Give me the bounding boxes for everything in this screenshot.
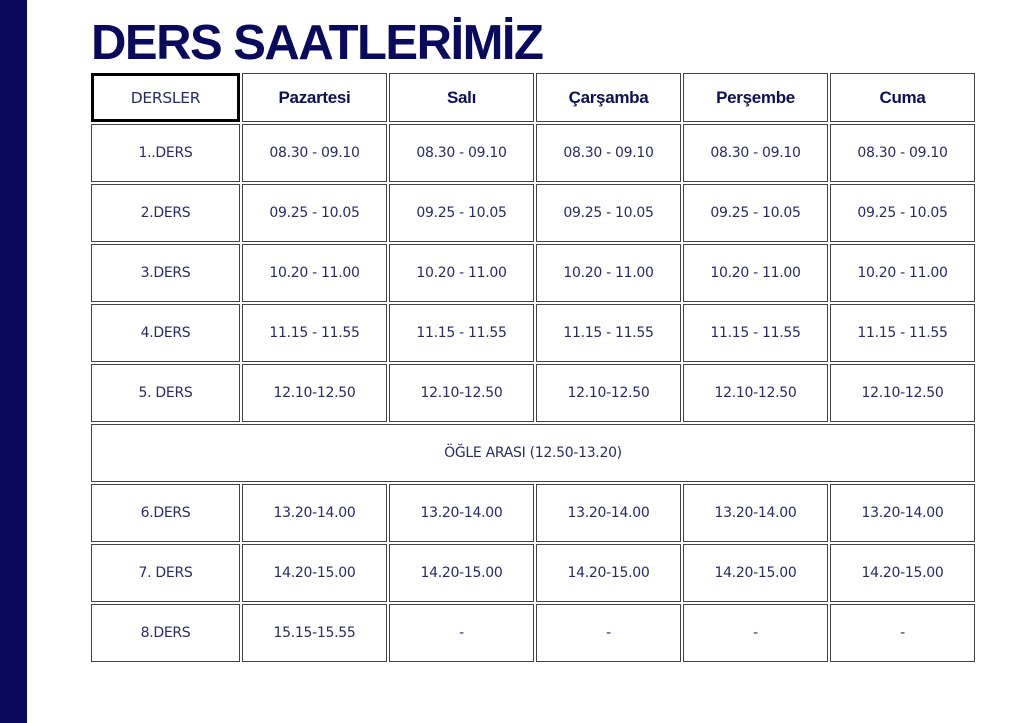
- header-cell-day: Çarşamba: [536, 73, 681, 122]
- time-cell: 11.15 - 11.55: [683, 304, 828, 362]
- time-cell: -: [536, 604, 681, 662]
- lesson-row: 3.DERS 10.20 - 11.00 10.20 - 11.00 10.20 - …: [91, 244, 975, 302]
- time-cell: 10.20 - 11.00: [830, 244, 975, 302]
- time-cell: 14.20-15.00: [830, 544, 975, 602]
- time-cell: 13.20-14.00: [683, 484, 828, 542]
- lesson-row: 8.DERS 15.15-15.55- - - -: [91, 604, 975, 662]
- page-title: DERS SAATLERİMİZ: [91, 16, 544, 70]
- time-cell: -: [683, 604, 828, 662]
- time-cell: 10.20 - 11.00: [683, 244, 828, 302]
- time-cell: 14.20-15.00: [242, 544, 387, 602]
- time-cell: 10.20 - 11.00: [242, 244, 387, 302]
- time-cell: 13.20-14.00: [536, 484, 681, 542]
- time-cell: 10.20 - 11.00: [389, 244, 534, 302]
- time-cell: -: [389, 604, 534, 662]
- header-row: DERSLER Pazartesi Salı Çarşamba Perşembe…: [91, 73, 975, 122]
- time-cell: 13.20-14.00: [830, 484, 975, 542]
- header-cell-lessons: DERSLER: [91, 73, 240, 122]
- time-cell: 12.10-12.50: [830, 364, 975, 422]
- lunch-break-cell: ÖĞLE ARASI (12.50-13.20): [91, 424, 975, 482]
- lesson-label-cell: 5. DERS: [91, 364, 240, 422]
- time-cell: 15.15-15.55: [242, 604, 387, 662]
- time-cell: 13.20-14.00: [242, 484, 387, 542]
- time-cell: 09.25 - 10.05: [242, 184, 387, 242]
- header-cell-day: Salı: [389, 73, 534, 122]
- header-cell-day: Perşembe: [683, 73, 828, 122]
- time-cell: 08.30 - 09.10: [830, 124, 975, 182]
- lesson-row: 2.DERS 09.25 - 10.05 09.25 - 10.05 09.25 - …: [91, 184, 975, 242]
- time-cell: 12.10-12.50: [536, 364, 681, 422]
- time-cell: 12.10-12.50: [389, 364, 534, 422]
- schedule-table: DERSLER Pazartesi Salı Çarşamba Perşembe…: [89, 71, 977, 664]
- schedule-body: DERSLER Pazartesi Salı Çarşamba Perşembe…: [91, 73, 975, 662]
- time-cell: 08.30 - 09.10: [683, 124, 828, 182]
- accent-side-bar: [0, 0, 27, 723]
- time-cell: 11.15 - 11.55: [389, 304, 534, 362]
- lesson-label-cell: 8.DERS: [91, 604, 240, 662]
- time-cell: 09.25 - 10.05: [536, 184, 681, 242]
- lesson-label-cell: 4.DERS: [91, 304, 240, 362]
- lesson-row: 7. DERS 14.20-15.00 14.20-15.00 14.20-15.00…: [91, 544, 975, 602]
- time-cell: 08.30 - 09.10: [536, 124, 681, 182]
- lesson-label-cell: 7. DERS: [91, 544, 240, 602]
- time-cell: 11.15 - 11.55: [830, 304, 975, 362]
- time-cell: 14.20-15.00: [536, 544, 681, 602]
- lesson-row: 1..DERS 08.30 - 09.10 08.30 - 09.10 08.30 -…: [91, 124, 975, 182]
- time-cell: 08.30 - 09.10: [389, 124, 534, 182]
- time-cell: 11.15 - 11.55: [536, 304, 681, 362]
- lesson-label-cell: 6.DERS: [91, 484, 240, 542]
- time-cell: 10.20 - 11.00: [536, 244, 681, 302]
- time-cell: 09.25 - 10.05: [389, 184, 534, 242]
- lesson-row: 4.DERS 11.15 - 11.55 11.15 - 11.55 11.15 - …: [91, 304, 975, 362]
- lesson-row: 6.DERS 13.20-14.00 13.20-14.00 13.20-14.00 1…: [91, 484, 975, 542]
- time-cell: 11.15 - 11.55: [242, 304, 387, 362]
- header-cell-day: Pazartesi: [242, 73, 387, 122]
- time-cell: 12.10-12.50: [683, 364, 828, 422]
- lesson-label-cell: 2.DERS: [91, 184, 240, 242]
- header-cell-day: Cuma: [830, 73, 975, 122]
- time-cell: 09.25 - 10.05: [683, 184, 828, 242]
- time-cell: 09.25 - 10.05: [830, 184, 975, 242]
- time-cell: 13.20-14.00: [389, 484, 534, 542]
- lesson-label-cell: 3.DERS: [91, 244, 240, 302]
- time-cell: 12.10-12.50: [242, 364, 387, 422]
- time-cell: 14.20-15.00: [683, 544, 828, 602]
- lesson-row: 5. DERS 12.10-12.50 12.10-12.50 12.10-12.50…: [91, 364, 975, 422]
- time-cell: 08.30 - 09.10: [242, 124, 387, 182]
- time-cell: 14.20-15.00: [389, 544, 534, 602]
- time-cell: -: [830, 604, 975, 662]
- lunch-break-row: ÖĞLE ARASI (12.50-13.20): [91, 424, 975, 482]
- lesson-label-cell: 1..DERS: [91, 124, 240, 182]
